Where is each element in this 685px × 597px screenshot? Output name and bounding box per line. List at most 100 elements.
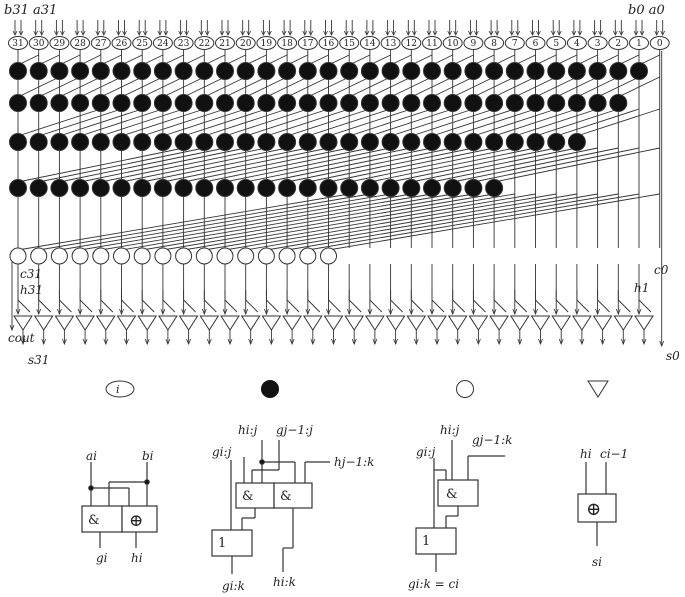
black-cell xyxy=(381,62,400,80)
black-cell xyxy=(319,133,338,151)
h-arrow xyxy=(201,308,207,316)
black-cell xyxy=(567,94,586,112)
legend-cell-2 xyxy=(211,440,330,574)
prefix-wire xyxy=(121,147,288,183)
prefix-wire xyxy=(142,147,308,183)
cell2-out-g: gi:k xyxy=(222,579,245,593)
carry-wire xyxy=(348,299,362,313)
xor-output-triangle xyxy=(634,315,654,331)
prefix-wire xyxy=(349,108,433,137)
h-arrow xyxy=(243,308,249,316)
black-cell xyxy=(133,94,152,112)
white-cell xyxy=(50,247,68,265)
input-arrow xyxy=(267,30,272,36)
black-cell xyxy=(91,133,110,151)
bit-ellipse xyxy=(235,36,256,50)
black-cell xyxy=(464,133,483,151)
carry-wire xyxy=(266,299,279,313)
black-cell xyxy=(9,133,27,151)
black-cell xyxy=(236,133,255,151)
prefix-wire xyxy=(431,147,598,183)
black-cell xyxy=(319,94,338,112)
bit-index-label: 5 xyxy=(553,39,559,49)
prefix-wire xyxy=(224,76,267,98)
black-cell xyxy=(443,94,462,112)
black-cell xyxy=(112,179,131,197)
sum-arrow xyxy=(248,338,254,346)
prefix-wire xyxy=(38,108,122,137)
black-cell xyxy=(91,62,110,80)
legend-row: i xyxy=(105,380,609,398)
cell2-in-gj: gj−1:j xyxy=(276,423,313,437)
input-arrow xyxy=(494,30,500,36)
black-cell xyxy=(567,62,586,80)
black-cell xyxy=(133,179,152,197)
white-cell xyxy=(92,247,110,265)
sum-arrow xyxy=(186,338,191,346)
input-arrow xyxy=(287,30,293,36)
input-arrow xyxy=(33,30,39,36)
prefix-wire xyxy=(17,76,60,98)
bit-ellipse xyxy=(256,36,277,50)
bit-index-label: 20 xyxy=(240,39,252,49)
xor-output-triangle xyxy=(489,315,510,331)
sum-arrow xyxy=(641,338,647,346)
white-cell xyxy=(278,247,296,265)
sum-arrow xyxy=(227,338,233,346)
bit-ellipse xyxy=(587,36,608,50)
xor-output-triangle xyxy=(447,315,468,331)
white-cell xyxy=(9,247,27,265)
black-cell xyxy=(236,179,255,197)
legend-cell-4 xyxy=(577,462,617,546)
bit-index-label: 9 xyxy=(471,39,477,49)
prefix-wire xyxy=(369,76,412,98)
input-arrow xyxy=(60,30,65,36)
prefix-wire xyxy=(328,147,495,183)
xor-output-triangle xyxy=(302,315,323,331)
black-cell xyxy=(547,133,566,151)
input-arrow xyxy=(323,30,328,36)
cell2-in-hj: hj−1:k xyxy=(334,455,374,469)
input-arrow xyxy=(633,30,639,36)
h-arrow xyxy=(305,308,311,316)
input-arrow xyxy=(74,30,80,36)
prefix-wire xyxy=(204,108,288,137)
input-arrow xyxy=(660,30,666,36)
legend-cell-1 xyxy=(81,462,158,548)
bit-index-label: 31 xyxy=(12,39,23,49)
prefix-wire xyxy=(17,108,101,137)
prefix-wire xyxy=(307,193,640,251)
prefix-wire xyxy=(287,193,619,251)
xor-output-triangle xyxy=(261,315,282,331)
black-cell xyxy=(485,179,504,197)
h-arrow xyxy=(264,308,269,316)
carry-wire xyxy=(79,299,93,313)
s31-label: s31 xyxy=(28,353,49,367)
prefix-wire xyxy=(59,147,226,183)
bit-index-label: 6 xyxy=(533,39,539,49)
h-arrow xyxy=(512,308,518,316)
bit-ellipse xyxy=(422,36,442,50)
bit-index-label: 17 xyxy=(302,39,314,49)
prefix-wire xyxy=(38,147,205,183)
input-arrow xyxy=(530,30,535,36)
black-cell xyxy=(298,179,317,197)
black-cell xyxy=(174,179,193,197)
prefix-wire xyxy=(390,147,557,183)
bit-index-label: 13 xyxy=(385,39,397,49)
black-cell xyxy=(195,133,214,151)
input-arrow xyxy=(142,30,148,36)
prefix-wire xyxy=(162,76,205,98)
prefix-wire xyxy=(245,193,577,251)
input-arrow xyxy=(157,30,163,36)
black-cell xyxy=(505,133,524,151)
input-arrow xyxy=(101,30,107,36)
carry-wire xyxy=(162,299,176,313)
black-cell xyxy=(278,62,297,80)
input-arrow xyxy=(163,30,169,36)
prefix-wire xyxy=(307,108,391,137)
h-arrow xyxy=(615,308,621,316)
h-arrow xyxy=(160,308,166,316)
input-arrow xyxy=(95,30,101,36)
white-cell xyxy=(113,247,130,265)
